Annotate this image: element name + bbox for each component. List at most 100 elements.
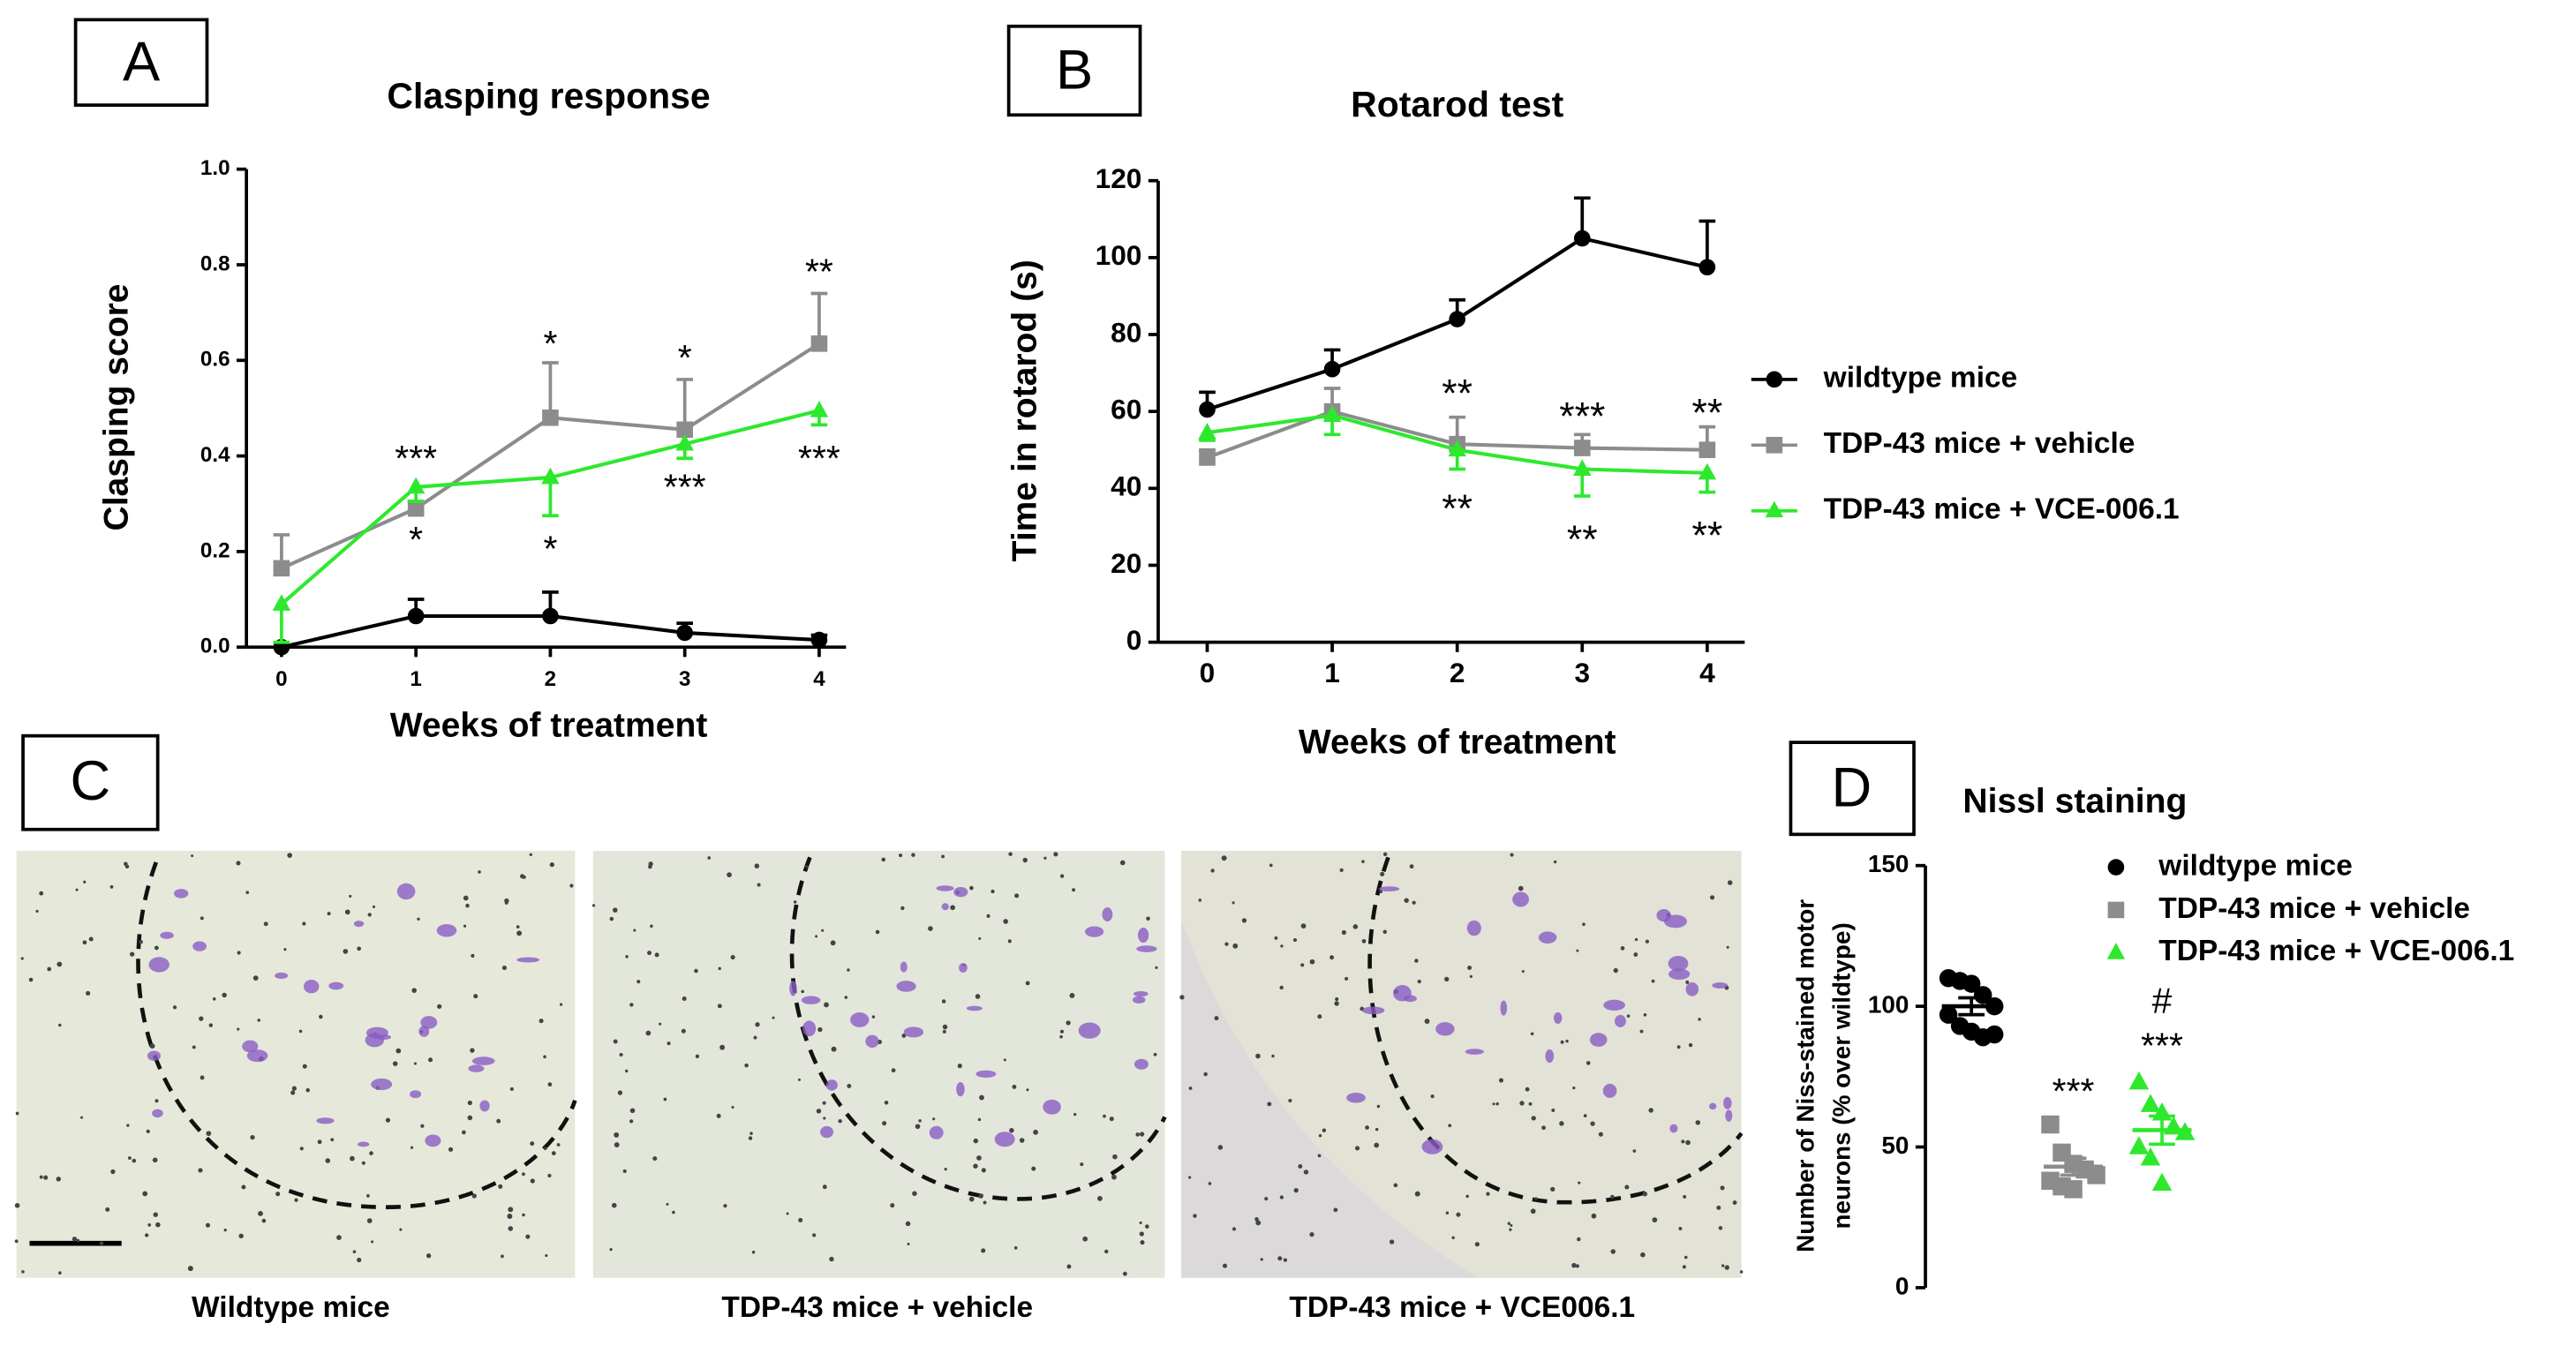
cell-dot (543, 1055, 546, 1059)
cell-dot (648, 864, 652, 869)
annotation: *** (664, 466, 706, 507)
cell-dot (950, 905, 955, 911)
marker (273, 560, 290, 577)
cell-dot (1059, 874, 1065, 878)
cell-dot (1274, 936, 1278, 940)
cell-dot (1072, 888, 1075, 892)
cell-dot (1721, 1264, 1725, 1267)
y-axis-label: neurons (% over wildtype) (1827, 922, 1855, 1229)
cell-dot (1153, 1052, 1157, 1056)
cell-dot (611, 1202, 617, 1208)
micrograph (16, 850, 576, 1278)
cell-dot (730, 955, 735, 960)
legend-label: TDP-43 mice + vehicle (1824, 427, 2135, 460)
neuron (956, 1082, 965, 1097)
cell-dot (831, 1046, 837, 1052)
cell-dot (1003, 1058, 1006, 1062)
cell-dot (1222, 1263, 1228, 1268)
annotation: *** (1559, 395, 1605, 439)
marker (1573, 440, 1591, 456)
panel-box (1006, 24, 1142, 117)
cell-dot (1530, 1032, 1534, 1036)
cell-dot (206, 1131, 212, 1137)
neuron (1725, 1109, 1733, 1122)
panel-label: A (123, 31, 161, 93)
cell-dot (200, 1075, 205, 1080)
cell-dot (645, 1030, 652, 1036)
cell-dot (694, 968, 698, 974)
cell-dot (544, 1147, 547, 1150)
cell-dot (912, 1191, 917, 1197)
neuron (275, 972, 289, 980)
legend-label: TDP-43 mice + VCE-006.1 (1824, 493, 2180, 526)
cell-dot (957, 1064, 962, 1069)
cell-dot (200, 916, 204, 921)
cell-dot (154, 1099, 159, 1103)
cell-dot (727, 872, 732, 877)
cell-dot (753, 1035, 757, 1040)
cell-dot (1645, 939, 1649, 944)
cell-dot (325, 1158, 331, 1163)
marker (272, 594, 291, 611)
cell-dot (1718, 1226, 1723, 1230)
neuron (865, 1034, 879, 1049)
cell-dot (911, 853, 915, 857)
cell-dot (907, 1242, 910, 1246)
cell-dot (76, 1238, 80, 1243)
cell-dot (520, 874, 525, 879)
cell-dot (501, 966, 507, 971)
cell-dot (797, 1078, 802, 1081)
cell-dot (250, 1134, 255, 1140)
cell-dot (1025, 981, 1030, 986)
x-tick-label: 3 (1574, 657, 1590, 688)
neuron (1603, 999, 1625, 1011)
cell-dot (755, 1022, 760, 1027)
cell-dot (1720, 1185, 1725, 1191)
cell-dot (287, 853, 293, 858)
cell-dot (155, 1222, 161, 1228)
annotation: * (409, 519, 423, 560)
cell-dot (817, 1026, 823, 1033)
cell-dot (772, 1016, 775, 1019)
cell-dot (20, 957, 24, 960)
cell-dot (1267, 1102, 1272, 1107)
cell-dot (613, 907, 618, 913)
marker (2087, 1166, 2105, 1184)
cell-dot (847, 1083, 852, 1088)
neuron (303, 980, 320, 994)
cell-dot (975, 994, 981, 999)
cell-dot (1111, 1174, 1117, 1180)
cell-dot (1577, 1237, 1581, 1242)
cell-dot (918, 1119, 922, 1123)
cell-dot (1724, 1265, 1730, 1270)
cell-dot (1069, 992, 1075, 998)
cell-dot (463, 895, 469, 901)
cell-dot (58, 1023, 62, 1027)
cell-dot (498, 1184, 503, 1189)
marker (2041, 1115, 2060, 1134)
cell-dot (1652, 1217, 1658, 1222)
annotation: ** (805, 252, 833, 292)
cell-dot (821, 929, 825, 932)
cell-dot (1066, 1264, 1072, 1269)
cell-dot (1193, 1214, 1197, 1218)
cell-dot (504, 900, 508, 905)
cell-dot (149, 1043, 155, 1049)
y-tick-label: 0.2 (200, 538, 230, 562)
cell-dot (448, 1147, 454, 1152)
cell-dot (1417, 979, 1421, 984)
cell-dot (1648, 1108, 1653, 1113)
cell-dot (559, 1003, 563, 1006)
marker (1699, 259, 1716, 276)
cell-dot (1632, 1149, 1637, 1153)
cell-dot (979, 1094, 984, 1101)
neuron (929, 1125, 944, 1139)
cell-dot (1119, 860, 1126, 866)
marker (542, 409, 559, 426)
cell-dot (981, 1168, 986, 1173)
cell-dot (369, 1151, 373, 1155)
cell-dot (1732, 1200, 1737, 1205)
neuron (896, 981, 916, 992)
cell-dot (192, 1045, 196, 1049)
